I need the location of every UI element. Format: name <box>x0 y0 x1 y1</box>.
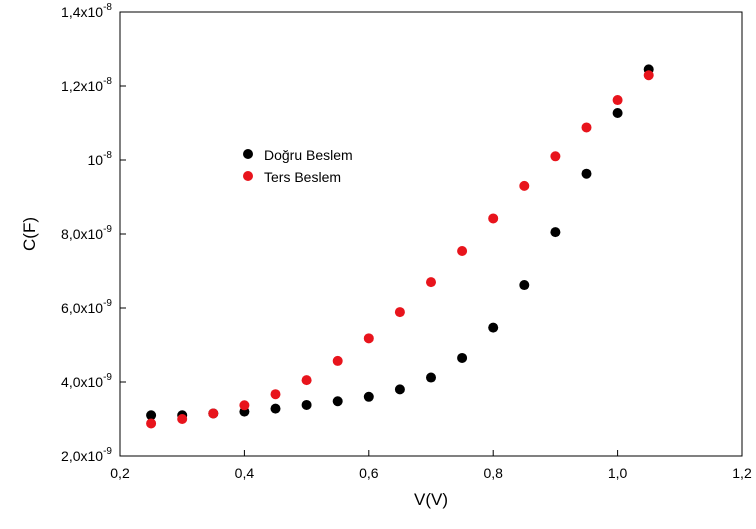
y-tick-mantissa: 8,0x10 <box>61 226 103 242</box>
y-tick-label: 1,2x10-8 <box>61 76 112 94</box>
y-tick-exponent: -8 <box>103 76 112 87</box>
dogru-beslem-point <box>146 410 157 421</box>
ters-beslem-point <box>488 213 499 224</box>
y-tick-mantissa: 4,0x10 <box>61 374 103 390</box>
dogru-beslem-point <box>426 372 436 383</box>
x-tick-label: 0,2 <box>110 465 130 481</box>
dogru-beslem-point <box>394 384 405 395</box>
x-tick-label: 1,0 <box>608 465 628 481</box>
dogru-beslem-point <box>363 391 374 402</box>
ters-beslem-point <box>643 70 654 81</box>
x-axis: 0,2 0,4 0,6 0,8 1,0 1,2 <box>110 450 752 481</box>
y-tick-exponent: -8 <box>103 150 112 161</box>
y-tick-label: 4,0x10-9 <box>61 372 112 390</box>
y-axis: 2,0x10-94,0x10-96,0x10-98,0x10-910-81,2x… <box>61 2 126 464</box>
ters-beslem-point <box>363 333 374 344</box>
y-tick-label: 1,4x10-8 <box>61 2 112 20</box>
y-axis-title: C(F) <box>20 217 39 251</box>
dogru-beslem-point <box>332 396 343 407</box>
dogru-beslem-point <box>519 280 530 291</box>
dogru-beslem-point <box>612 108 623 119</box>
y-tick-mantissa: 6,0x10 <box>61 300 103 316</box>
x-axis-title: V(V) <box>414 490 448 509</box>
ters-beslem-point <box>612 95 623 106</box>
data-points <box>146 64 654 429</box>
dogru-beslem-point <box>301 399 312 410</box>
y-tick-mantissa: 2,0x10 <box>61 448 103 464</box>
ters-beslem-point <box>270 389 281 400</box>
y-tick-label: 6,0x10-9 <box>61 298 112 316</box>
y-tick-exponent: -9 <box>103 298 112 309</box>
legend-label-dogru-beslem: Doğru Beslem <box>264 147 353 163</box>
ters-beslem-point <box>177 414 188 424</box>
y-tick-exponent: -9 <box>103 224 112 235</box>
ters-beslem-point <box>332 355 343 366</box>
x-tick-label: 0,6 <box>359 465 379 481</box>
x-tick-label: 1,2 <box>732 465 752 481</box>
ters-beslem-point <box>426 277 436 288</box>
y-tick-label: 8,0x10-9 <box>61 224 112 242</box>
ters-beslem-point <box>550 151 561 162</box>
y-tick-mantissa: 1,2x10 <box>61 78 103 94</box>
ters-beslem-point <box>208 408 219 419</box>
y-tick-exponent: -9 <box>103 372 112 383</box>
ters-beslem-point <box>146 418 157 429</box>
legend: Doğru Beslem Ters Beslem <box>243 147 353 185</box>
dogru-beslem-point <box>550 227 561 238</box>
ters-beslem-point <box>301 375 312 386</box>
dogru-beslem-point <box>270 403 281 414</box>
dogru-beslem-point <box>581 168 592 179</box>
y-tick-label: 10-8 <box>88 150 113 168</box>
x-tick-label: 0,4 <box>235 465 255 481</box>
ters-beslem-point <box>239 400 250 411</box>
dogru-beslem-point <box>488 322 499 333</box>
ters-beslem-point <box>519 180 530 191</box>
ters-beslem-point <box>581 122 592 133</box>
legend-marker-dogru-beslem <box>243 149 253 159</box>
y-tick-mantissa: 10 <box>88 152 104 168</box>
y-tick-exponent: -8 <box>103 2 112 13</box>
x-tick-label: 0,8 <box>483 465 503 481</box>
dogru-beslem-point <box>457 352 468 363</box>
y-tick-exponent: -9 <box>103 446 112 457</box>
y-tick-label: 2,0x10-9 <box>61 446 112 464</box>
ters-beslem-point <box>457 246 468 257</box>
ters-beslem-point <box>394 307 405 318</box>
legend-label-ters-beslem: Ters Beslem <box>264 169 341 185</box>
y-tick-mantissa: 1,4x10 <box>61 4 103 20</box>
legend-marker-ters-beslem <box>243 171 253 181</box>
